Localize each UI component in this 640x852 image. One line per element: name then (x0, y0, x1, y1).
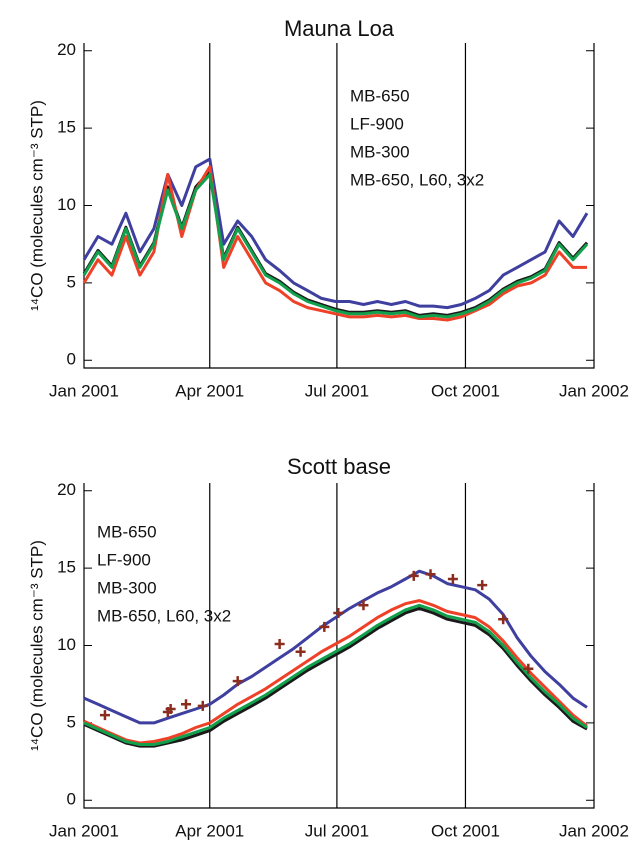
observation-marker (523, 663, 534, 674)
series-line (82, 165, 587, 322)
x-tick-label: Oct 2001 (431, 381, 500, 400)
x-tick-label: Jul 2001 (305, 381, 369, 400)
legend-entry: MB-650, L60, 3x2 (350, 170, 484, 189)
y-tick-label: 15 (57, 118, 76, 137)
observation-marker (197, 700, 208, 711)
observation-marker (319, 621, 330, 632)
x-tick-label: Apr 2001 (175, 821, 244, 840)
y-tick-label: 20 (57, 480, 76, 499)
x-tick-label: Jan 2001 (49, 821, 119, 840)
observation-marker (274, 638, 285, 649)
observation-marker (165, 703, 176, 714)
observation-marker (498, 614, 509, 625)
series-line (83, 603, 588, 746)
legend-entry: LF-900 (97, 550, 151, 569)
observation-marker (425, 569, 436, 580)
observation-marker (99, 710, 110, 721)
y-tick-label: 5 (67, 712, 76, 731)
legend-entry: MB-300 (350, 142, 410, 161)
observation-marker (232, 676, 243, 687)
legend-entry: MB-300 (97, 578, 157, 597)
x-tick-label: Apr 2001 (175, 381, 244, 400)
x-tick-label: Jan 2002 (559, 381, 629, 400)
series-line (82, 173, 589, 319)
observation-marker (447, 573, 458, 584)
observation-marker (408, 570, 419, 581)
chart-title: Scott base (287, 454, 391, 479)
legend-entry: MB-650, L60, 3x2 (97, 606, 231, 625)
legend-entry: LF-900 (350, 114, 404, 133)
observation-marker (358, 600, 369, 611)
series-line (83, 599, 588, 745)
y-tick-label: 10 (57, 195, 76, 214)
y-axis-label: ¹⁴CO (molecules cm⁻³ STP) (27, 540, 46, 751)
y-tick-label: 0 (67, 790, 76, 809)
series-line (82, 170, 589, 317)
chart-title: Mauna Loa (284, 16, 395, 41)
legend-entry: MB-650 (350, 86, 410, 105)
y-tick-label: 5 (67, 272, 76, 291)
x-tick-label: Oct 2001 (431, 821, 500, 840)
axes-frame (83, 43, 595, 369)
observation-marker (181, 699, 191, 710)
x-tick-label: Jan 2002 (559, 821, 629, 840)
x-tick-label: Jul 2001 (305, 821, 369, 840)
series-line (83, 569, 588, 725)
observation-marker (477, 580, 488, 591)
y-tick-label: 0 (67, 350, 76, 369)
observation-marker (295, 646, 306, 657)
observation-marker (333, 608, 344, 618)
axes-frame (83, 483, 595, 809)
y-tick-label: 20 (57, 40, 76, 59)
legend-entry: MB-650 (97, 522, 157, 541)
y-tick-label: 10 (57, 635, 76, 654)
y-axis-label: ¹⁴CO (molecules cm⁻³ STP) (27, 100, 46, 311)
x-tick-label: Jan 2001 (49, 381, 119, 400)
y-tick-label: 15 (57, 558, 76, 577)
